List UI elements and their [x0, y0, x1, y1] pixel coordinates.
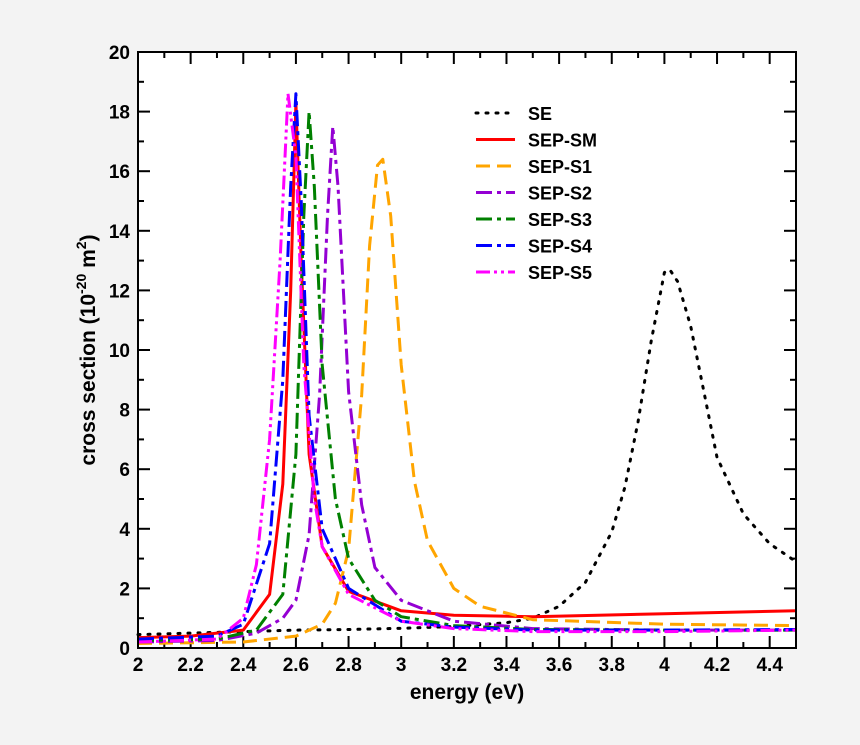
series-line-se	[136, 268, 798, 637]
series-line-sep-sm	[137, 101, 797, 640]
y-tick-label: 14	[109, 222, 131, 243]
y-tick-labels: 0 2 4 6 8 10 12 14 16 18 20	[109, 43, 131, 660]
x-tick-label: 4	[659, 655, 670, 676]
x-tick-label: 2.8	[335, 655, 361, 676]
legend-label-sep-s1: SEP-S1	[528, 157, 592, 177]
x-tick-label: 2	[133, 655, 144, 676]
y-tick-label: 16	[109, 162, 130, 183]
x-tick-labels: 2 2.2 2.4 2.6 2.8 3 3.2 3.4 3.6 3.8 4 4.2 4.4	[133, 655, 784, 676]
x-tick-label: 2.6	[283, 655, 309, 676]
y-tick-label: 2	[119, 579, 130, 600]
y-tick-label: 10	[109, 341, 130, 362]
y-tick-label: 12	[109, 281, 130, 302]
y-tick-label: 8	[119, 401, 130, 422]
x-tick-label: 3	[396, 655, 407, 676]
series-line-sep-s1	[137, 157, 797, 645]
y-tick-label: 0	[119, 639, 130, 660]
y-tick-label: 20	[109, 43, 130, 64]
series-lines	[136, 92, 798, 645]
legend-label-sep-s4: SEP-S4	[528, 237, 592, 257]
legend-label-se: SE	[528, 104, 552, 124]
y-axis-title-unit: m	[77, 249, 100, 274]
x-tick-label: 4.2	[704, 655, 730, 676]
y-axis-title-close: )	[77, 234, 100, 241]
x-tick-label: 3.8	[599, 655, 625, 676]
y-axis-title: cross section (10-20 m2)	[73, 234, 100, 465]
legend-label-sep-sm: SEP-SM	[528, 131, 597, 151]
y-axis-title-unit-exponent: 2	[73, 241, 89, 249]
y-tick-label: 6	[119, 460, 130, 481]
legend-label-sep-s5: SEP-S5	[528, 263, 592, 283]
y-tick-label: 18	[109, 103, 130, 124]
x-tick-label: 3.4	[493, 655, 520, 676]
y-axis-title-main: cross section (10	[77, 294, 100, 466]
y-tick-label: 4	[119, 520, 130, 541]
x-tick-label: 2.4	[230, 655, 257, 676]
legend-label-sep-s3: SEP-S3	[528, 210, 592, 230]
series-line-sep-s5	[137, 92, 797, 644]
x-tick-label: 3.6	[546, 655, 572, 676]
series-line-sep-s3	[137, 110, 796, 642]
x-tick-label: 3.2	[441, 655, 467, 676]
legend-label-sep-s2: SEP-S2	[528, 184, 592, 204]
x-axis-title: energy (eV)	[410, 681, 524, 704]
plot-frame	[137, 51, 797, 649]
x-tick-label: 4.4	[756, 655, 783, 676]
y-axis-title-exponent: -20	[73, 274, 89, 294]
series-line-sep-s2	[137, 125, 796, 644]
x-tick-label: 2.2	[177, 655, 203, 676]
legend: SE SEP-SM SEP-S1 SEP-S2 SEP-S3 SEP-S4 SEP-S5	[465, 94, 625, 290]
